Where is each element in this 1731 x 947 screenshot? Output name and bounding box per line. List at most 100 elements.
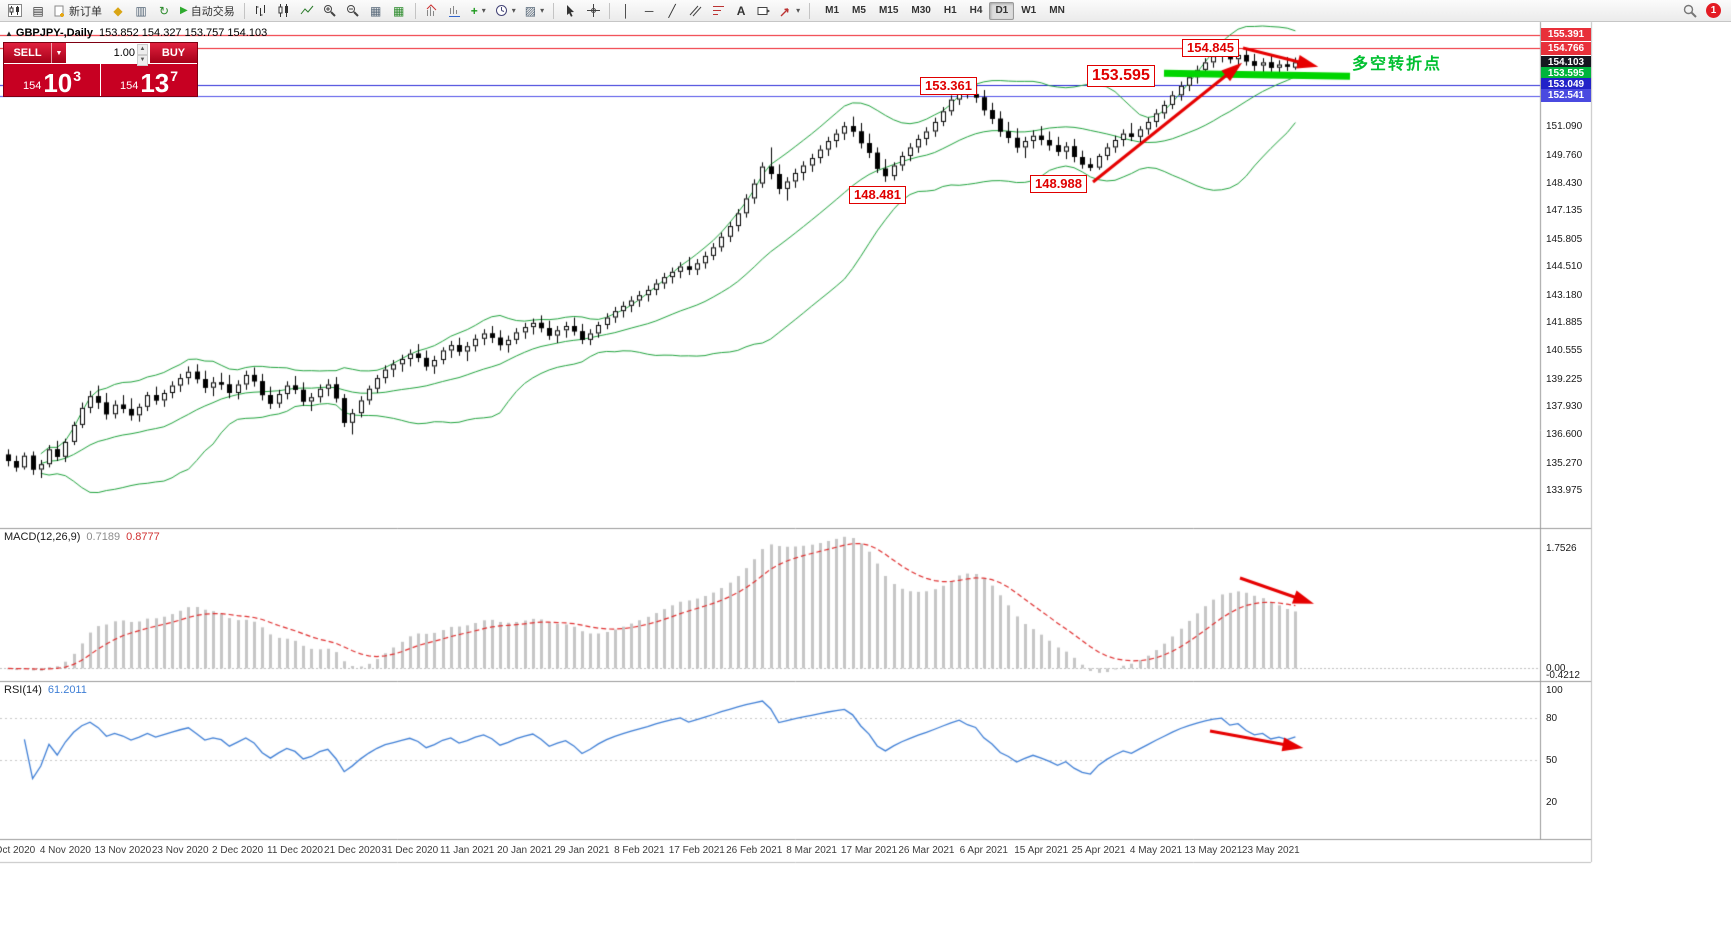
auto-trading-button[interactable]: ▶ 自动交易 — [176, 1, 239, 20]
date-label: 31 Dec 2020 — [381, 845, 439, 856]
candles-chart-icon[interactable] — [273, 1, 295, 20]
turning-point-note[interactable]: 多空转折点 — [1352, 56, 1443, 73]
ohlc-values: 153.852 154.327 153.757 154.103 — [98, 27, 268, 39]
price-scale-label: 135.270 — [1546, 457, 1583, 469]
timeframe-button-M1[interactable]: M1 — [819, 2, 845, 20]
price-scale-label: 144.510 — [1546, 261, 1583, 273]
horizontal-line-icon[interactable]: ─ — [638, 1, 660, 20]
date-label: 8 Feb 2021 — [614, 845, 665, 856]
indicator-axis-label: 1.7526 — [1546, 542, 1577, 554]
toolbar-separator — [809, 2, 811, 19]
date-label: 23 May 2021 — [1241, 845, 1300, 856]
timeframe-group: M1 M5 M15 M30 H1 H4 D1 W1 MN — [819, 1, 1071, 20]
symbols-icon[interactable]: ◆ — [107, 1, 129, 20]
tile-windows-icon[interactable]: ▦ — [365, 1, 387, 20]
price-annotation[interactable]: 148.481 — [849, 186, 906, 205]
date-label: 17 Mar 2021 — [840, 845, 898, 856]
bid-price[interactable]: 154 10 3 — [4, 64, 101, 96]
price-scale-label: 149.760 — [1546, 149, 1583, 161]
text-icon[interactable]: A — [730, 1, 752, 20]
auto-arrange-icon[interactable]: ▦ — [388, 1, 410, 20]
price-annotation[interactable]: 154.845 — [1182, 39, 1239, 58]
indicators-icon[interactable] — [421, 1, 443, 20]
cursor-icon[interactable] — [559, 1, 581, 20]
toolbar-separator — [243, 2, 245, 19]
play-icon: ▶ — [180, 4, 188, 16]
price-annotation[interactable]: 153.361 — [920, 77, 977, 96]
timeframe-button-D1[interactable]: D1 — [989, 1, 1015, 20]
crosshair-icon[interactable] — [582, 1, 604, 20]
notification-badge[interactable]: 1 — [1706, 3, 1721, 18]
indicator-axis-label: 50 — [1546, 755, 1558, 767]
order-dropdown-icon[interactable]: ▼ — [51, 43, 66, 63]
date-label: 23 Nov 2020 — [151, 845, 209, 856]
refresh-icon[interactable]: ↻ — [153, 1, 175, 20]
zoom-in-icon[interactable] — [319, 1, 341, 20]
volume-field-wrap: ▲▼ — [66, 43, 150, 66]
date-label: 6 Apr 2021 — [959, 845, 1008, 856]
timeframe-button-M30[interactable]: M30 — [905, 2, 936, 20]
timeframe-button-H1[interactable]: H1 — [938, 2, 963, 20]
price-scale-label: 151.090 — [1546, 121, 1583, 133]
period-icon[interactable] — [491, 1, 520, 20]
price-axis-tag: 153.595 — [1541, 66, 1591, 80]
volume-stepper[interactable]: ▲ ▼ — [137, 44, 148, 66]
add-indicator-button[interactable]: + — [467, 1, 490, 20]
price-scale-label: 147.135 — [1546, 205, 1583, 217]
date-label: 11 Jan 2021 — [440, 845, 495, 856]
price-annotation[interactable]: 148.988 — [1030, 175, 1087, 194]
ask-price[interactable]: 154 13 7 — [119, 68, 179, 98]
date-label: 13 May 2021 — [1184, 845, 1243, 856]
indicator-axis-label: 100 — [1546, 685, 1563, 696]
bars-chart-icon[interactable] — [250, 1, 272, 20]
rsi-label: RSI(14) 61.2011 — [4, 684, 87, 696]
date-label: 4 Nov 2020 — [39, 845, 91, 856]
date-label: 4 May 2021 — [1129, 845, 1183, 856]
indicator-axis-label: 20 — [1546, 797, 1558, 809]
volume-input[interactable] — [67, 43, 149, 63]
vertical-line-icon[interactable]: │ — [615, 1, 637, 20]
timeframe-button-H4[interactable]: H4 — [964, 2, 989, 20]
date-label: 21 Dec 2020 — [324, 845, 381, 856]
collapse-arrow-icon[interactable]: ▲ — [5, 29, 13, 38]
price-scale-label: 136.600 — [1546, 429, 1583, 441]
indicator-windows-icon[interactable] — [444, 1, 466, 20]
timeframe-button-W1[interactable]: W1 — [1015, 2, 1042, 20]
buy-button[interactable]: BUY — [150, 43, 197, 63]
auto-trading-label: 自动交易 — [190, 5, 235, 18]
timeframe-button-M5[interactable]: M5 — [846, 2, 872, 20]
toolbar-separator — [609, 2, 611, 19]
macd-label: MACD(12,26,9) 0.7189 0.8777 — [4, 531, 160, 543]
sell-button[interactable]: SELL — [4, 43, 51, 63]
toolbar: ▤ 新订单 ◆ ▥ ↻ ▶ 自动交易 ▦ ▦ + ▨ │ ─ — [0, 0, 1731, 22]
price-scale-label: 140.555 — [1546, 345, 1583, 357]
new-order-button[interactable]: 新订单 — [50, 1, 106, 20]
timeframe-button-MN[interactable]: MN — [1043, 2, 1071, 20]
date-label: 17 Feb 2021 — [668, 845, 725, 856]
fibonacci-icon[interactable] — [707, 1, 729, 20]
price-axis-tag: 154.103 — [1541, 55, 1591, 69]
arrows-shapes-icon[interactable] — [776, 1, 804, 20]
trendline-icon[interactable]: ╱ — [661, 1, 683, 20]
date-label: 15 Apr 2021 — [1014, 845, 1069, 856]
chart-profiles-icon[interactable]: ▤ — [27, 1, 49, 20]
price-axis-tag: 155.391 — [1541, 28, 1591, 42]
search-icon[interactable] — [1679, 1, 1701, 20]
date-label: 26 Oct 2020 — [0, 845, 36, 856]
price-scale-label: 139.225 — [1546, 373, 1583, 385]
line-chart-icon[interactable] — [296, 1, 318, 20]
indicator-axis-label: 80 — [1546, 713, 1558, 724]
date-label: 8 Mar 2021 — [786, 845, 837, 856]
templates-icon[interactable]: ▨ — [521, 1, 548, 20]
label-icon[interactable] — [753, 1, 775, 20]
price-annotation[interactable]: 153.595 — [1087, 65, 1155, 87]
chart-title-ohlc: ▲ GBPJPY-,Daily 153.852 154.327 153.757 15… — [5, 27, 267, 39]
new-chart-icon[interactable] — [4, 1, 26, 20]
zoom-out-icon[interactable] — [342, 1, 364, 20]
channel-icon[interactable] — [684, 1, 706, 20]
timeframe-button-M15[interactable]: M15 — [873, 2, 904, 20]
date-label: 11 Dec 2020 — [267, 845, 323, 856]
new-order-icon — [54, 5, 64, 17]
depth-of-market-icon[interactable]: ▥ — [130, 1, 152, 20]
